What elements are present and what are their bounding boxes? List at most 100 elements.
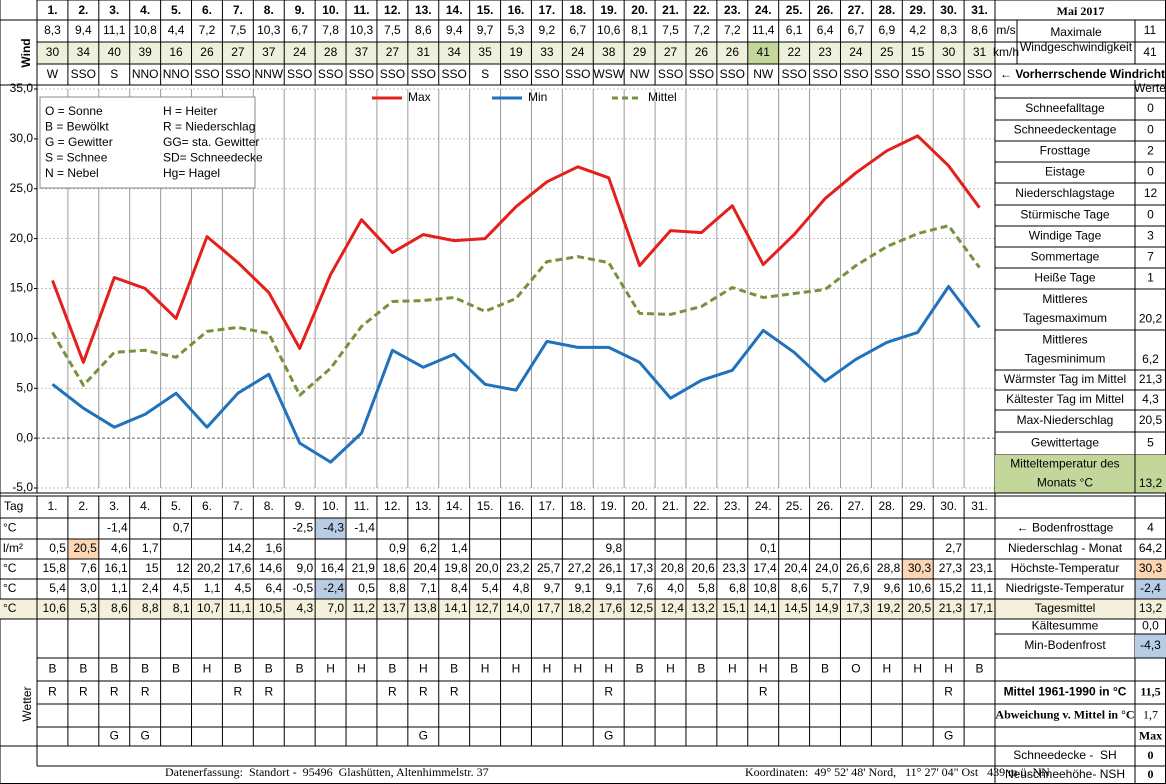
table-value: 17,3	[846, 601, 870, 615]
wind-ms: 5,3	[508, 23, 525, 37]
table-value: 12,5	[630, 601, 654, 615]
weather-code: H	[357, 662, 366, 676]
wind-ms: 8,3	[44, 23, 61, 37]
series-line	[51, 285, 981, 464]
highlight	[747, 42, 779, 64]
wind-ms: 6,7	[848, 23, 865, 37]
table-value: 4,6	[111, 541, 128, 555]
stat-value: 2	[1147, 144, 1154, 158]
table-value: 14,6	[259, 561, 283, 575]
day-header: 1.	[47, 3, 57, 17]
weather-code: R	[450, 685, 459, 699]
table-value: 3,0	[80, 581, 97, 595]
y-tick-label: 10,0	[10, 331, 34, 345]
wind-kmh: 26	[695, 45, 709, 59]
day-header: 22.	[693, 499, 710, 513]
wind-ms: 7,2	[199, 23, 216, 37]
table-value: 14,2	[228, 541, 252, 555]
wind-ms: 6,7	[291, 23, 308, 37]
wind-ms: 7,5	[230, 23, 247, 37]
table-value: 7,6	[636, 581, 653, 595]
day-header: 16.	[508, 3, 525, 17]
day-header: 27.	[848, 3, 865, 17]
table-value: 20,6	[692, 561, 716, 575]
stat-label: Frosttage	[1040, 144, 1091, 158]
weather-code: H	[604, 662, 613, 676]
day-header: 15.	[477, 3, 494, 17]
stat-label: Mittleres	[1042, 292, 1087, 306]
day-header: 25.	[786, 3, 803, 17]
table-value: -1,4	[107, 521, 128, 535]
stat-label: Tagesminimum	[1025, 352, 1106, 366]
day-header: 19.	[600, 3, 617, 17]
day-header: 24.	[755, 499, 772, 513]
max-wind-label: Windgeschwindigkeit	[1020, 40, 1133, 54]
stat-label: Gewittertage	[1031, 436, 1099, 450]
table-value: 20,2	[197, 561, 221, 575]
wind-direction: SSO	[225, 67, 250, 81]
day-header: 25.	[786, 499, 803, 513]
day-header: 4.	[140, 3, 150, 17]
wind-ms: 8,1	[631, 23, 648, 37]
wind-ms: 9,4	[75, 23, 92, 37]
wind-kmh: 41	[757, 45, 771, 59]
weather-code: B	[234, 662, 242, 676]
wind-direction: SSO	[658, 67, 683, 81]
table-value: 6,4	[266, 581, 283, 595]
row-total: -2,4	[1140, 581, 1161, 595]
wind-direction: SSO	[689, 67, 714, 81]
stat-value: 21,3	[1139, 372, 1163, 386]
row-label: ← Bodenfrosttage	[1017, 521, 1114, 535]
wind-ms: 7,8	[322, 23, 339, 37]
footer-left: Datenerfassung: Standort - 95496 Glashüt…	[165, 765, 489, 779]
weather-code: B	[821, 662, 829, 676]
extra-label: Neuschneehöhe- NSH	[1005, 767, 1125, 781]
weather-code: H	[728, 662, 737, 676]
table-value: 17,7	[537, 601, 561, 615]
table-value: 2,7	[945, 541, 962, 555]
weather-code: G	[140, 729, 149, 743]
table-value: 10,6	[908, 581, 932, 595]
table-value: 1,4	[451, 541, 468, 555]
table-value: 1,7	[142, 541, 159, 555]
weather-code: R	[48, 685, 57, 699]
stat-value: 0	[1147, 165, 1154, 179]
legend-label: Mittel	[648, 90, 677, 104]
table-value: 8,1	[173, 601, 190, 615]
wind-direction: SSO	[71, 67, 96, 81]
total-fill	[1135, 579, 1166, 599]
table-value: 15,1	[722, 601, 746, 615]
extra-value: 11,5	[1140, 684, 1160, 698]
day-header: 17.	[539, 3, 556, 17]
weather-code: G	[110, 729, 119, 743]
day-header: 7.	[233, 3, 243, 17]
table-value: 8,8	[389, 581, 406, 595]
table-value: 15,2	[939, 581, 963, 595]
day-header: 29.	[909, 499, 926, 513]
table-value: 5,3	[80, 601, 97, 615]
wind-direction: SSO	[843, 67, 868, 81]
weather-code: R	[604, 685, 613, 699]
wind-kmh: 24	[571, 45, 585, 59]
wind-ms: 4,2	[909, 23, 926, 37]
weather-code: R	[419, 685, 428, 699]
wind-ms: 9,4	[446, 23, 463, 37]
table-value: 4,5	[235, 581, 252, 595]
table-value: -4,3	[323, 521, 344, 535]
table-value: 9,0	[296, 561, 313, 575]
series-line	[51, 134, 981, 364]
day-header: 9.	[295, 3, 305, 17]
legend-key-text: B = Bewölkt	[45, 120, 109, 134]
extra-value: 1,7	[1143, 707, 1158, 721]
table-value: 8,6	[791, 581, 808, 595]
wind-ms: 10,3	[257, 23, 281, 37]
day-header: 7.	[233, 499, 243, 513]
wind-kmh: 30	[46, 45, 60, 59]
day-header: 13.	[415, 3, 432, 17]
day-header: 11.	[354, 499, 370, 513]
day-header: 11.	[353, 3, 369, 17]
wind-kmh: 40	[108, 45, 122, 59]
table-value: 11,2	[352, 601, 375, 615]
wind-kmh: 19	[509, 45, 523, 59]
